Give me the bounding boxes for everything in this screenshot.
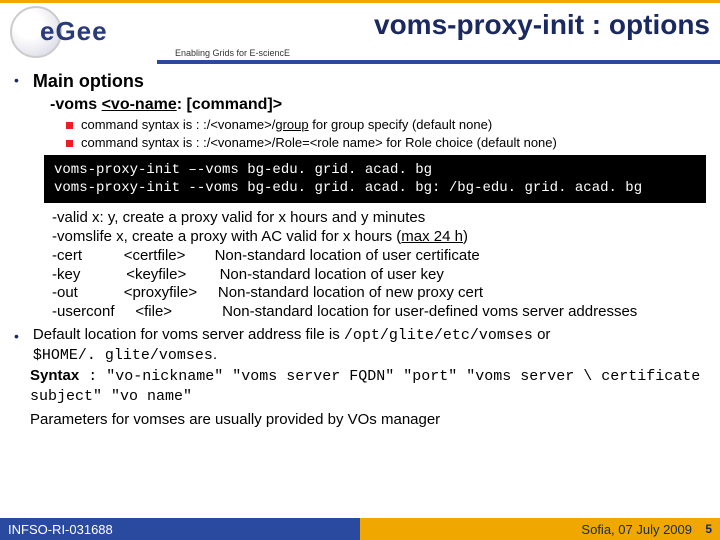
title-area: voms-proxy-init : options Enabling Grids… <box>155 3 720 60</box>
slide-title: voms-proxy-init : options <box>374 9 710 41</box>
userconf-option: -userconf <file> Non-standard location f… <box>52 303 706 322</box>
voms-arg: <vo-name <box>102 96 177 113</box>
page-number: 5 <box>705 522 712 536</box>
syntax-block: Syntax : "vo-nickname" "voms server FQDN… <box>30 367 706 407</box>
default-location-row: • Default location for voms server addre… <box>14 326 706 366</box>
params-line: Parameters for vomses are usually provid… <box>30 411 706 430</box>
code-block: voms-proxy-init –-voms bg-edu. grid. aca… <box>44 155 706 203</box>
footer-right: Sofia, 07 July 2009 <box>581 522 720 537</box>
square-bullet-icon <box>66 140 73 147</box>
syntax-role-row: command syntax is : :/<voname>/Role=<rol… <box>66 135 706 151</box>
syntax-role-text: command syntax is : :/<voname>/Role=<rol… <box>81 135 557 151</box>
voms-option-line: -voms <vo-name: [command]> <box>50 95 706 115</box>
valid-option: -valid x: y, create a proxy valid for x … <box>52 209 706 228</box>
syntax-group-text: command syntax is : :/<voname>/group for… <box>81 117 492 133</box>
slide-subtitle: Enabling Grids for E-sciencE <box>175 48 290 58</box>
logo: eGee <box>0 3 155 60</box>
main-options-label: Main options <box>33 70 144 93</box>
footer-left: INFSO-RI-031688 <box>0 522 581 537</box>
bullet-icon: • <box>14 72 19 90</box>
syntax-label: Syntax <box>30 367 79 384</box>
key-option: -key <keyfile> Non-standard location of … <box>52 266 706 285</box>
header: eGee voms-proxy-init : options Enabling … <box>0 0 720 60</box>
voms-rest: : [command]> <box>177 96 282 113</box>
square-bullet-icon <box>66 122 73 129</box>
options-block: -valid x: y, create a proxy valid for x … <box>52 209 706 322</box>
logo-text: eGee <box>40 16 108 47</box>
cert-option: -cert <certfile> Non-standard location o… <box>52 247 706 266</box>
code-line: voms-proxy-init –-voms bg-edu. grid. aca… <box>54 161 696 179</box>
syntax-group-row: command syntax is : :/<voname>/group for… <box>66 117 706 133</box>
footer: INFSO-RI-031688 Sofia, 07 July 2009 5 <box>0 518 720 540</box>
syntax-body: : "vo-nickname" "voms server FQDN" "port… <box>30 368 700 405</box>
vomslife-option: -vomslife x, create a proxy with AC vali… <box>52 228 706 247</box>
code-line: voms-proxy-init --voms bg-edu. grid. aca… <box>54 179 696 197</box>
slide-content: • Main options -voms <vo-name: [command]… <box>0 64 720 430</box>
out-option: -out <proxyfile> Non-standard location o… <box>52 284 706 303</box>
voms-flag: -voms <box>50 96 97 113</box>
bullet-icon: • <box>14 328 19 346</box>
main-options-row: • Main options <box>14 70 706 93</box>
